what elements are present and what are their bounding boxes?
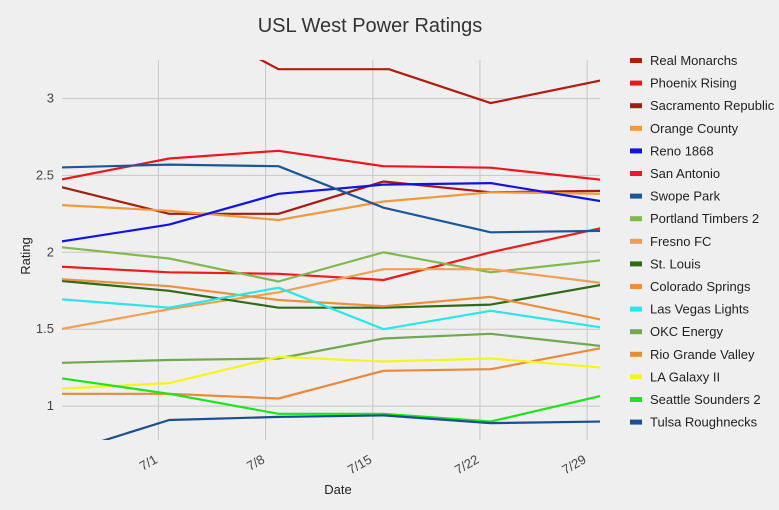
grid bbox=[62, 60, 600, 440]
legend-swatch-sacramento-republic bbox=[630, 103, 642, 109]
series-line-swope-park bbox=[62, 163, 600, 234]
chart-title: USL West Power Ratings bbox=[258, 15, 483, 37]
series-line-fresno-fc bbox=[62, 268, 600, 330]
legend-swatch-seattle-sounders-2 bbox=[630, 397, 642, 402]
legend-swatch-real-monarchs bbox=[630, 58, 642, 63]
legend-swatch-reno-1868 bbox=[630, 148, 642, 154]
x-axis-ticks: 7/1 7/8 7/15 7/22 7/29 bbox=[137, 452, 589, 478]
series-line-san-antonio bbox=[62, 227, 600, 282]
y-axis-ticks: 1 1.5 2 2.5 3 bbox=[36, 90, 54, 413]
legend-label-phoenix-rising: Phoenix Rising bbox=[650, 76, 737, 91]
legend-label-orange-county: Orange County bbox=[650, 121, 739, 136]
legend-swatch-la-galaxy-ii bbox=[630, 374, 642, 380]
y-tick-label: 3 bbox=[47, 90, 54, 105]
series-line-las-vegas-lights bbox=[62, 286, 600, 331]
legend-swatch-okc-energy bbox=[630, 329, 642, 335]
legend-swatch-portland-timbers-2 bbox=[630, 216, 642, 222]
legend-label-seattle-sounders-2: Seattle Sounders 2 bbox=[650, 392, 761, 407]
x-tick-label: 7/15 bbox=[345, 452, 374, 478]
series-line-phoenix-rising bbox=[62, 149, 600, 181]
series-line-rio-grande-valley bbox=[62, 347, 600, 400]
legend-label-portland-timbers-2: Portland Timbers 2 bbox=[650, 211, 759, 226]
legend-swatch-fresno-fc bbox=[630, 238, 642, 244]
y-tick-label: 2 bbox=[47, 244, 54, 259]
series-line-reno-1868 bbox=[62, 182, 600, 243]
x-tick-label: 7/8 bbox=[244, 452, 267, 474]
series-line-la-galaxy-ii bbox=[62, 355, 600, 390]
legend-label-swope-park: Swope Park bbox=[650, 189, 721, 204]
legend-label-real-monarchs: Real Monarchs bbox=[650, 53, 738, 68]
x-tick-label: 7/22 bbox=[452, 452, 481, 478]
legend-swatch-san-antonio bbox=[630, 171, 642, 176]
legend-label-reno-1868: Reno 1868 bbox=[650, 143, 714, 158]
x-axis-label: Date bbox=[324, 482, 351, 497]
y-tick-label: 1 bbox=[47, 398, 54, 413]
x-tick-label: 7/29 bbox=[559, 452, 588, 478]
legend-label-colorado-springs: Colorado Springs bbox=[650, 279, 751, 294]
series-line-okc-energy bbox=[62, 332, 600, 364]
legend-label-okc-energy: OKC Energy bbox=[650, 324, 723, 339]
legend-swatch-st-louis bbox=[630, 261, 642, 267]
legend-swatch-colorado-springs bbox=[630, 284, 642, 289]
legend-label-fresno-fc: Fresno FC bbox=[650, 234, 711, 249]
series-line-real-monarchs bbox=[258, 60, 600, 105]
legend-swatch-las-vegas-lights bbox=[630, 306, 642, 312]
legend-swatch-orange-county bbox=[630, 125, 642, 131]
legend-label-san-antonio: San Antonio bbox=[650, 166, 720, 181]
x-tick-label: 7/1 bbox=[137, 452, 160, 474]
series-line-portland-timbers-2 bbox=[62, 246, 600, 283]
legend-swatch-phoenix-rising bbox=[630, 80, 642, 86]
legend-label-las-vegas-lights: Las Vegas Lights bbox=[650, 302, 750, 317]
legend-swatch-rio-grande-valley bbox=[630, 351, 642, 357]
legend-label-la-galaxy-ii: LA Galaxy II bbox=[650, 369, 720, 384]
series-line-colorado-springs bbox=[62, 278, 600, 321]
series-line-tulsa-roughnecks bbox=[101, 414, 600, 440]
legend-label-rio-grande-valley: Rio Grande Valley bbox=[650, 347, 755, 362]
series-line-seattle-sounders-2 bbox=[62, 377, 600, 423]
series-line-orange-county bbox=[62, 191, 600, 222]
series-lines bbox=[62, 60, 600, 440]
legend-swatch-tulsa-roughnecks bbox=[630, 419, 642, 425]
y-tick-label: 2.5 bbox=[36, 167, 54, 182]
legend: Real Monarchs Phoenix Rising Sacramento Re… bbox=[630, 53, 775, 430]
y-tick-label: 1.5 bbox=[36, 321, 54, 336]
legend-swatch-swope-park bbox=[630, 193, 642, 199]
legend-label-sacramento-republic: Sacramento Republic bbox=[650, 98, 775, 113]
legend-label-tulsa-roughnecks: Tulsa Roughnecks bbox=[650, 415, 758, 430]
y-axis-label: Rating bbox=[18, 237, 33, 275]
legend-label-st-louis: St. Louis bbox=[650, 256, 701, 271]
